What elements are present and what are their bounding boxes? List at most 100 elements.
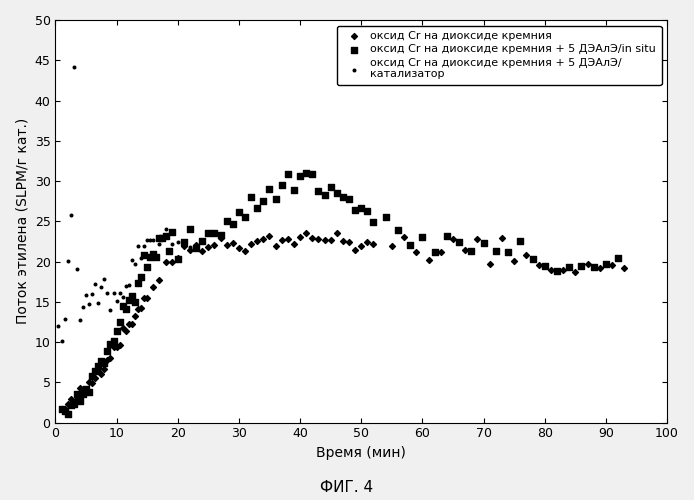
оксид Cr на диоксиде кремния bbox=[99, 365, 110, 373]
оксид Cr на диоксиде кремния + 5 ДЭАлЭ/in situ bbox=[135, 274, 146, 281]
оксид Cr на диоксиде кремния + 5 ДЭАлЭ/in situ bbox=[246, 193, 257, 201]
оксид Cr на диоксиде кремния + 5 ДЭАлЭ/in situ bbox=[172, 254, 183, 262]
оксид Cr на диоксиде кремния bbox=[582, 260, 593, 268]
оксид Cr на диоксиде кремния + 5 ДЭАлЭ/in situ bbox=[144, 253, 155, 261]
оксид Cr на диоксиде кремния + 5 ДЭАлЭ/
катализатор bbox=[133, 242, 144, 250]
оксид Cr на диоксиде кремния bbox=[71, 396, 83, 404]
оксид Cr на диоксиде кремния + 5 ДЭАлЭ/in situ bbox=[96, 358, 107, 366]
оксид Cr на диоксиде кремния bbox=[607, 261, 618, 269]
оксид Cr на диоксиде кремния bbox=[142, 294, 153, 302]
оксид Cr на диоксиде кремния bbox=[62, 400, 73, 408]
оксид Cr на диоксиде кремния + 5 ДЭАлЭ/in situ bbox=[203, 228, 214, 236]
Y-axis label: Поток этилена (SLPM/г кат.): Поток этилена (SLPM/г кат.) bbox=[15, 118, 29, 324]
оксид Cr на диоксиде кремния + 5 ДЭАлЭ/in situ bbox=[362, 208, 373, 216]
оксид Cr на диоксиде кремния + 5 ДЭАлЭ/
катализатор bbox=[178, 238, 189, 246]
оксид Cr на диоксиде кремния + 5 ДЭАлЭ/in situ bbox=[344, 195, 355, 203]
Legend: оксид Cr на диоксиде кремния, оксид Cr на диоксиде кремния + 5 ДЭАлЭ/in situ, ок: оксид Cr на диоксиде кремния, оксид Cr н… bbox=[337, 26, 661, 85]
оксид Cr на диоксиде кремния + 5 ДЭАлЭ/in situ bbox=[490, 247, 501, 255]
оксид Cr на диоксиде кремния + 5 ДЭАлЭ/in situ bbox=[350, 206, 361, 214]
оксид Cr на диоксиде кремния + 5 ДЭАлЭ/
катализатор bbox=[154, 240, 165, 248]
оксид Cr на диоксиде кремния + 5 ДЭАлЭ/in situ bbox=[515, 238, 526, 246]
оксид Cr на диоксиде кремния bbox=[484, 260, 496, 268]
оксид Cr на диоксиде кремния + 5 ДЭАлЭ/in situ bbox=[307, 170, 318, 177]
оксид Cr на диоксиде кремния + 5 ДЭАлЭ/
катализатор bbox=[117, 294, 128, 302]
оксид Cr на диоксиде кремния bbox=[258, 235, 269, 243]
оксид Cr на диоксиде кремния + 5 ДЭАлЭ/in situ bbox=[215, 232, 226, 239]
оксид Cr на диоксиде кремния + 5 ДЭАлЭ/in situ bbox=[93, 362, 104, 370]
оксид Cr на диоксиде кремния + 5 ДЭАлЭ/in situ bbox=[576, 262, 587, 270]
оксид Cr на диоксиде кремния + 5 ДЭАлЭ/in situ bbox=[65, 401, 76, 409]
оксид Cr на диоксиде кремния + 5 ДЭАлЭ/in situ bbox=[124, 296, 135, 304]
оксид Cr на диоксиде кремния + 5 ДЭАлЭ/
катализатор bbox=[160, 225, 171, 233]
оксид Cr на диоксиде кремния + 5 ДЭАлЭ/in situ bbox=[454, 238, 465, 246]
оксид Cr на диоксиде кремния bbox=[398, 234, 409, 241]
оксид Cr на диоксиде кремния bbox=[282, 235, 294, 243]
оксид Cr на диоксиде кремния + 5 ДЭАлЭ/in situ bbox=[337, 193, 348, 201]
оксид Cr на диоксиде кремния + 5 ДЭАлЭ/
катализатор bbox=[129, 260, 140, 268]
оксид Cr на диоксиде кремния + 5 ДЭАлЭ/in situ bbox=[139, 252, 150, 260]
оксид Cr на диоксиде кремния bbox=[239, 248, 251, 256]
оксид Cr на диоксиде кремния + 5 ДЭАлЭ/
катализатор bbox=[126, 256, 137, 264]
оксид Cr на диоксиде кремния + 5 ДЭАлЭ/in situ bbox=[392, 226, 403, 234]
оксид Cr на диоксиде кремния bbox=[83, 378, 94, 386]
оксид Cr на диоксиде кремния + 5 ДЭАлЭ/in situ bbox=[539, 262, 550, 270]
оксид Cr на диоксиде кремния bbox=[78, 385, 89, 393]
оксид Cr на диоксиде кремния + 5 ДЭАлЭ/in situ bbox=[87, 372, 98, 380]
оксид Cr на диоксиде кремния + 5 ДЭАлЭ/in situ bbox=[239, 212, 251, 220]
оксид Cr на диоксиде кремния bbox=[356, 242, 367, 250]
оксид Cr на диоксиде кремния bbox=[87, 378, 98, 386]
оксид Cr на диоксиде кремния bbox=[350, 246, 361, 254]
X-axis label: Время (мин): Время (мин) bbox=[316, 446, 406, 460]
оксид Cr на диоксиде кремния + 5 ДЭАлЭ/
катализатор bbox=[59, 315, 70, 323]
оксид Cr на диоксиде кремния bbox=[196, 247, 208, 255]
оксид Cr на диоксиде кремния + 5 ДЭАлЭ/in situ bbox=[564, 263, 575, 271]
оксид Cr на диоксиде кремния bbox=[289, 240, 300, 248]
оксид Cr на диоксиде кремния bbox=[209, 240, 220, 248]
оксид Cr на диоксиде кремния + 5 ДЭАлЭ/in situ bbox=[276, 181, 287, 189]
оксид Cr на диоксиде кремния + 5 ДЭАлЭ/in situ bbox=[154, 234, 165, 242]
оксид Cr на диоксиде кремния + 5 ДЭАлЭ/in situ bbox=[466, 246, 477, 254]
оксид Cr на диоксиде кремния bbox=[557, 266, 568, 274]
оксид Cr на диоксиде кремния bbox=[337, 237, 348, 245]
оксид Cr на диоксиде кремния + 5 ДЭАлЭ/
катализатор bbox=[62, 257, 73, 265]
оксид Cr на диоксиде кремния + 5 ДЭАлЭ/
катализатор bbox=[65, 212, 76, 220]
оксид Cr на диоксиде кремния bbox=[185, 246, 196, 254]
оксид Cr на диоксиде кремния bbox=[368, 240, 379, 248]
оксид Cr на диоксиде кремния + 5 ДЭАлЭ/in situ bbox=[81, 385, 92, 393]
оксид Cr на диоксиде кремния bbox=[120, 327, 131, 335]
оксид Cr на диоксиде кремния bbox=[117, 324, 128, 332]
оксид Cr на диоксиде кремния bbox=[618, 264, 629, 272]
оксид Cr на диоксиде кремния + 5 ДЭАлЭ/in situ bbox=[151, 253, 162, 261]
оксид Cr на диоксиде кремния bbox=[233, 244, 244, 252]
оксид Cr на диоксиде кремния + 5 ДЭАлЭ/in situ bbox=[160, 232, 171, 240]
оксид Cr на диоксиде кремния + 5 ДЭАлЭ/in situ bbox=[166, 228, 177, 236]
оксид Cr на диоксиде кремния + 5 ДЭАлЭ/
катализатор bbox=[96, 283, 107, 291]
оксид Cr на диоксиде кремния bbox=[520, 250, 532, 258]
оксид Cr на диоксиде кремния + 5 ДЭАлЭ/in situ bbox=[191, 244, 202, 252]
оксид Cr на диоксиде кремния bbox=[68, 400, 79, 407]
оксид Cr на диоксиде кремния + 5 ДЭАлЭ/
катализатор bbox=[111, 296, 122, 304]
оксид Cr на диоксиде кремния + 5 ДЭАлЭ/in situ bbox=[270, 194, 281, 202]
оксид Cr на диоксиде кремния + 5 ДЭАлЭ/
катализатор bbox=[108, 289, 119, 297]
оксид Cr на диоксиде кремния + 5 ДЭАлЭ/in situ bbox=[56, 404, 67, 412]
оксид Cr на диоксиде кремния + 5 ДЭАлЭ/
катализатор bbox=[185, 244, 196, 252]
оксид Cr на диоксиде кремния + 5 ДЭАлЭ/in situ bbox=[405, 241, 416, 249]
оксид Cr на диоксиде кремния + 5 ДЭАлЭ/in situ bbox=[301, 169, 312, 177]
оксид Cr на диоксиде кремния bbox=[264, 232, 275, 240]
оксид Cr на диоксиде кремния bbox=[411, 248, 422, 256]
оксид Cr на диоксиде кремния + 5 ДЭАлЭ/in situ bbox=[59, 407, 70, 415]
оксид Cr на диоксиде кремния bbox=[344, 238, 355, 246]
оксид Cr на диоксиде кремния + 5 ДЭАлЭ/in situ bbox=[209, 228, 220, 236]
оксид Cr на диоксиде кремния + 5 ДЭАлЭ/in situ bbox=[429, 248, 440, 256]
оксид Cr на диоксиде кремния bbox=[139, 294, 150, 302]
оксид Cr на диоксиде кремния + 5 ДЭАлЭ/in situ bbox=[600, 260, 611, 268]
оксид Cr на диоксиде кремния bbox=[325, 236, 336, 244]
оксид Cr на диоксиде кремния bbox=[319, 236, 330, 244]
оксид Cr на диоксиде кремния bbox=[270, 242, 281, 250]
оксид Cr на диоксиде кремния + 5 ДЭАлЭ/
катализатор bbox=[81, 292, 92, 300]
оксид Cr на диоксиде кремния bbox=[570, 268, 581, 276]
оксид Cr на диоксиде кремния bbox=[331, 230, 342, 237]
оксид Cr на диоксиде кремния + 5 ДЭАлЭ/
катализатор bbox=[172, 238, 183, 246]
оксид Cr на диоксиде кремния + 5 ДЭАлЭ/in situ bbox=[313, 186, 324, 194]
оксид Cr на диоксиде кремния bbox=[313, 235, 324, 243]
